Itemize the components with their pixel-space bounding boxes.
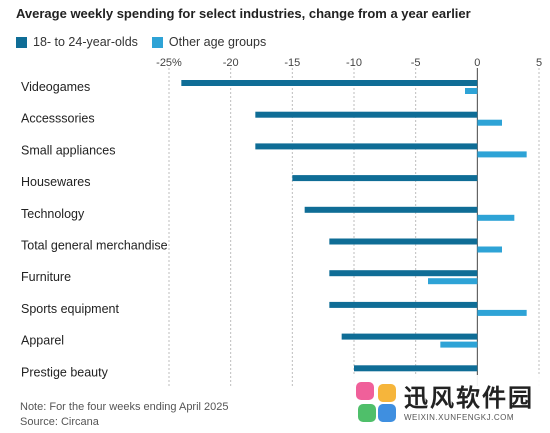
category-label: Apparel: [21, 334, 64, 348]
bar-other: [477, 151, 527, 158]
legend-swatch-18-24: [16, 36, 27, 48]
x-tick-label: -5: [411, 57, 421, 69]
bar-other: [440, 341, 478, 348]
bar-other: [428, 278, 478, 285]
chart-note: Note: For the four weeks ending April 20…: [20, 400, 229, 430]
note-text: Note: For the four weeks ending April 20…: [20, 401, 229, 413]
bar-chart: -25% -20 -15 -10 -5 0 5 Videogames Accesssories S…: [21, 57, 542, 386]
category-label: Technology: [21, 207, 85, 221]
category-label: Small appliances: [21, 143, 116, 157]
bar-18-24: [255, 143, 478, 150]
chart-title: Average weekly spending for select indus…: [16, 6, 471, 21]
watermark-url: WEIXIN.XUNFENGKJ.COM: [404, 412, 515, 422]
bar-other: [477, 246, 502, 253]
bar-18-24: [181, 80, 478, 86]
category-label: Accesssories: [21, 112, 95, 126]
bar-18-24: [329, 238, 478, 245]
chart-legend: 18- to 24-year-olds Other age groups: [16, 34, 280, 50]
bar-18-24: [255, 111, 478, 118]
x-tick-label: -25%: [156, 57, 182, 69]
legend-label-other: Other age groups: [168, 35, 267, 49]
x-tick-label: 5: [536, 57, 542, 69]
bar-18-24: [354, 365, 478, 372]
legend-item-18-24: 18- to 24-year-olds: [16, 35, 138, 49]
legend-swatch-other: [151, 36, 163, 48]
watermark-logo-icon: [356, 382, 398, 424]
category-label: Total general merchandise: [21, 239, 168, 253]
category-label: Sports equipment: [21, 302, 120, 316]
category-label: Housewares: [21, 175, 90, 189]
bar-other: [477, 214, 515, 221]
category-label: Videogames: [21, 80, 90, 94]
legend-label-18-24: 18- to 24-year-olds: [33, 35, 138, 49]
legend-item-other: Other age groups: [151, 35, 267, 49]
watermark-name: 迅风软件园: [404, 384, 534, 412]
category-label: Furniture: [21, 270, 71, 284]
bar-18-24: [292, 175, 478, 182]
x-tick-label: -10: [346, 57, 362, 69]
x-tick-label: 0: [474, 57, 480, 69]
watermark-text-block: 迅风软件园 WEIXIN.XUNFENGKJ.COM: [404, 385, 534, 422]
x-tick-label: -20: [223, 57, 239, 69]
source-text: Source: Circana: [20, 416, 99, 428]
bar-18-24: [341, 333, 478, 340]
bar-other: [465, 88, 478, 94]
x-tick-label: -15: [284, 57, 300, 69]
bar-18-24: [329, 301, 478, 308]
bar-other: [477, 309, 527, 316]
watermark: 迅风软件园 WEIXIN.XUNFENGKJ.COM: [352, 375, 548, 431]
bar-other: [477, 119, 502, 126]
bar-18-24: [304, 206, 478, 213]
bar-18-24: [329, 270, 478, 277]
category-label: Prestige beauty: [21, 365, 109, 379]
